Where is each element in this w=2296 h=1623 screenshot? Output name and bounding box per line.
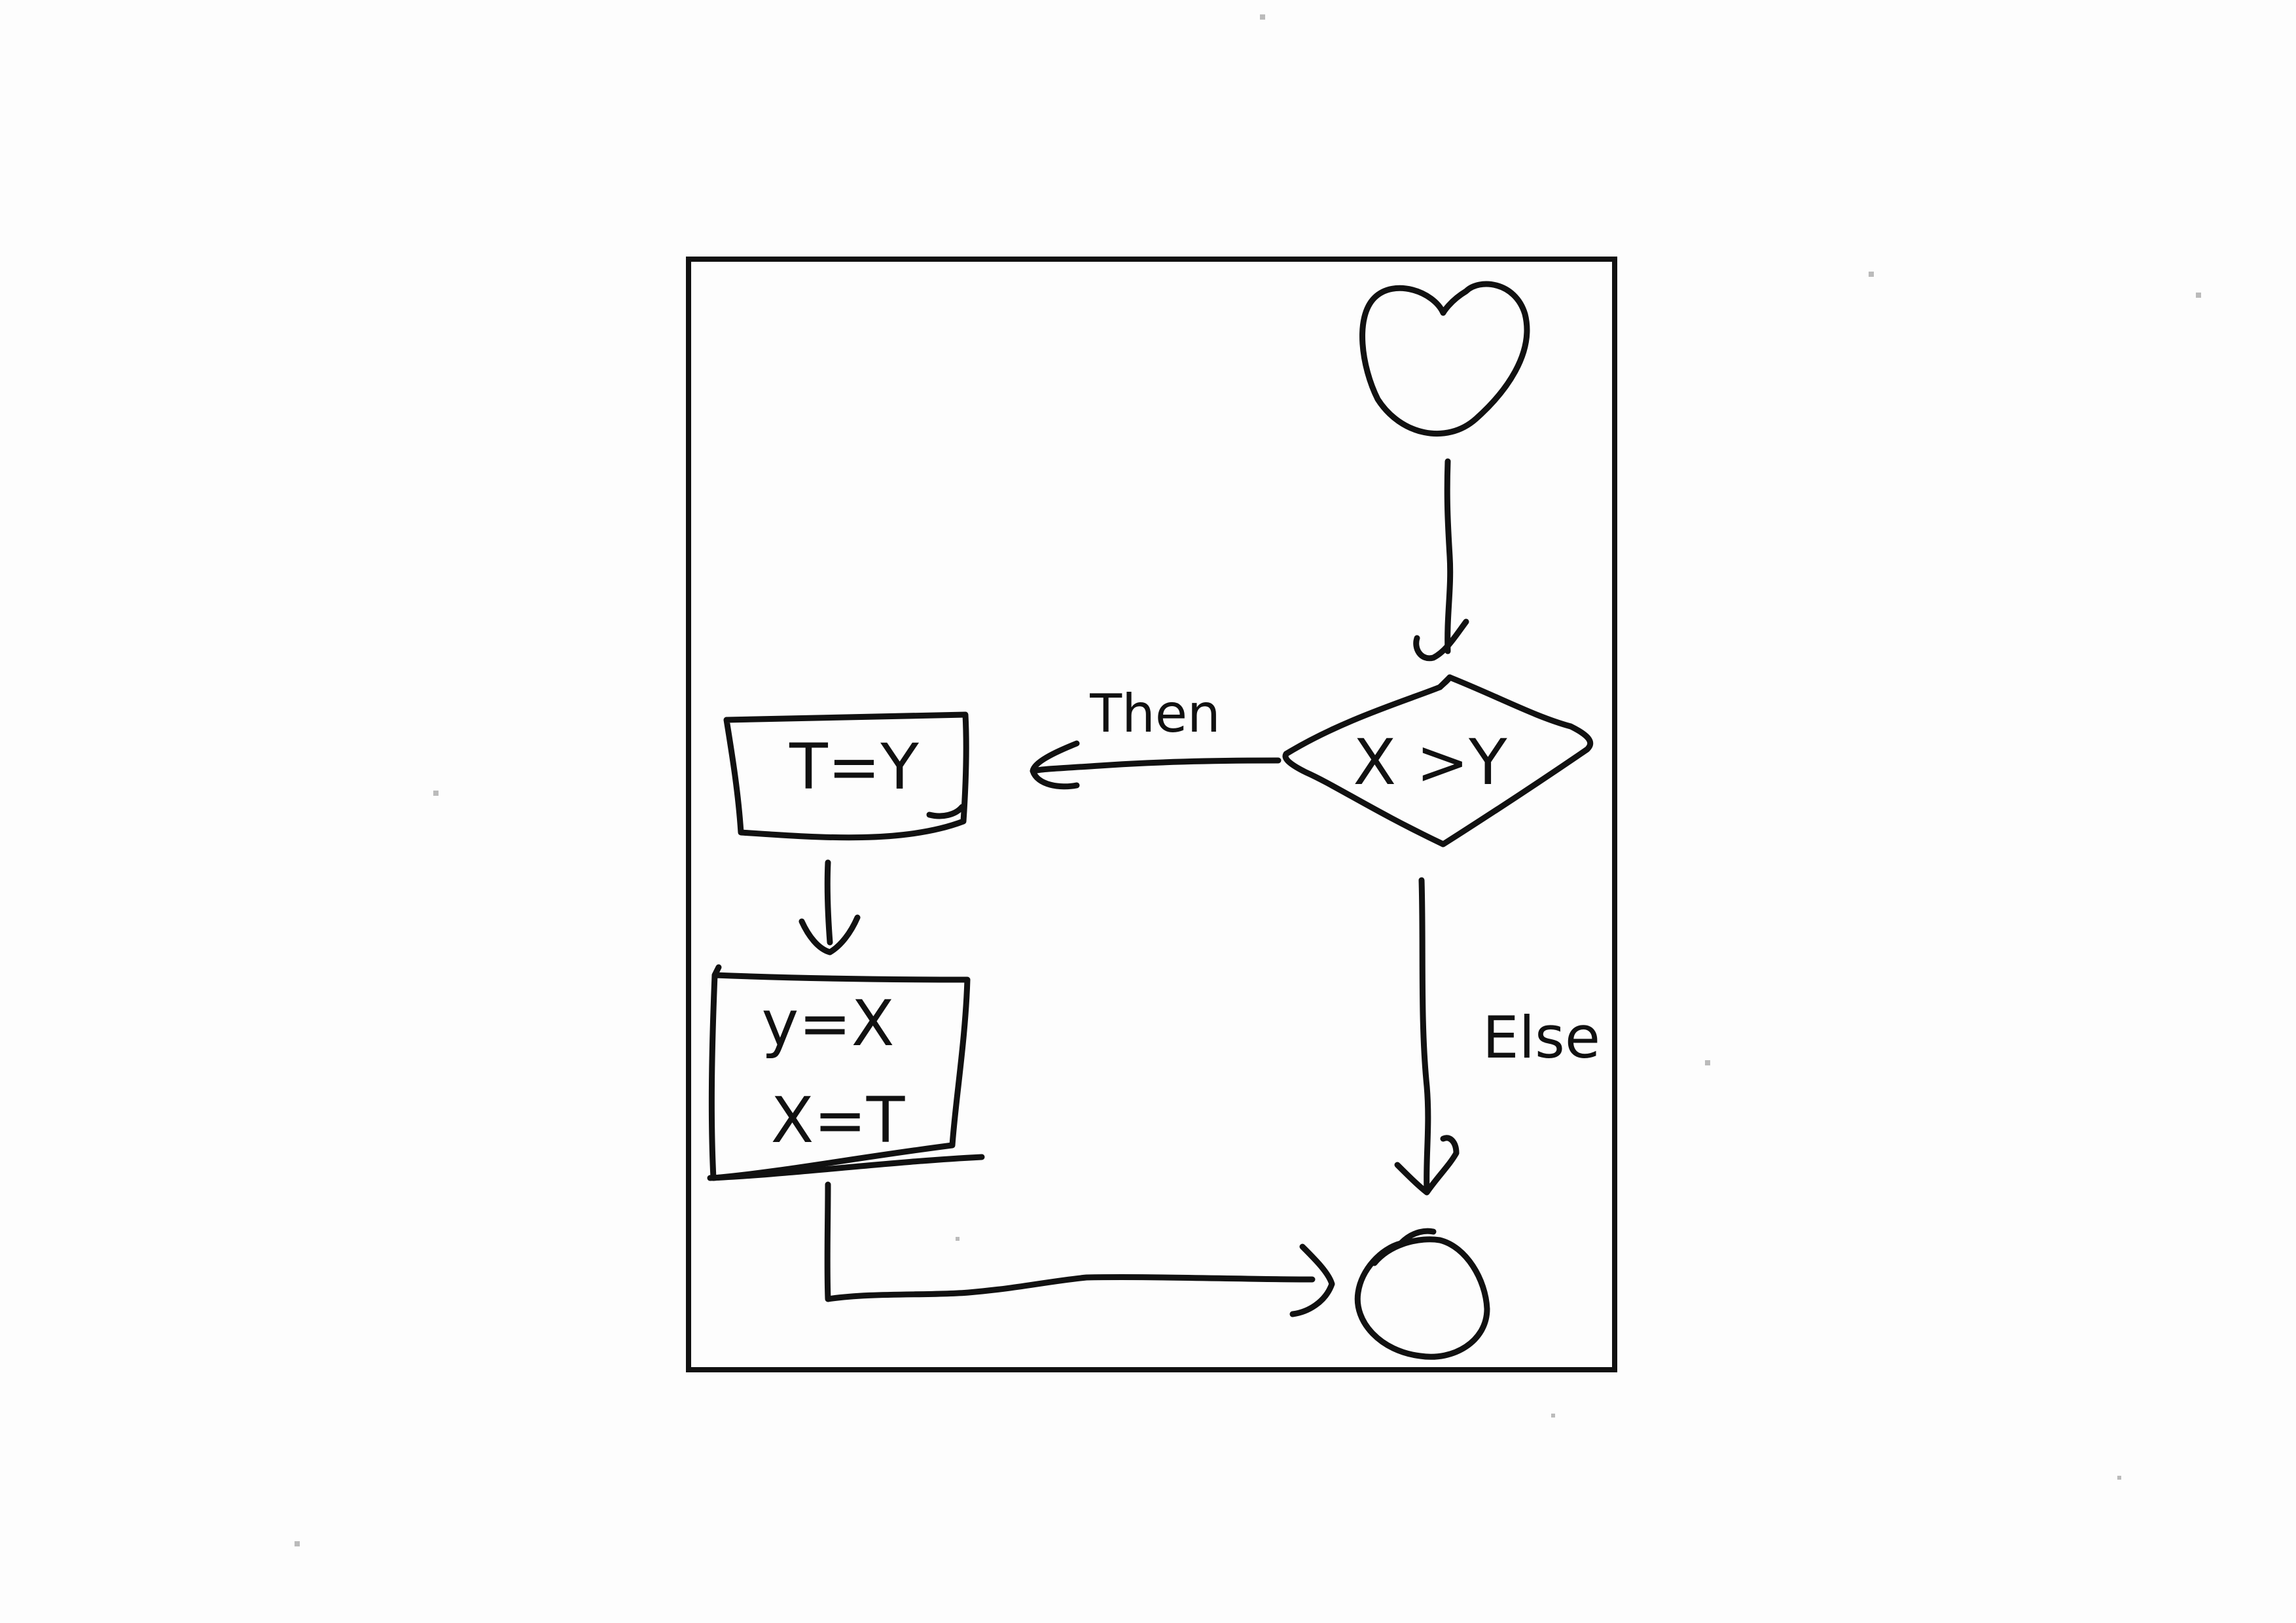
paper-specks xyxy=(295,14,2201,1546)
assign-yx-line-2: X=T xyxy=(771,1084,905,1157)
assign-yx-line-1: y=X xyxy=(761,987,894,1060)
edge-else-label: Else xyxy=(1482,1004,1600,1071)
edge-assign-t-to-assign-yx xyxy=(798,859,861,955)
assign-t-label: T=Y xyxy=(789,730,919,804)
decision-label: X >Y xyxy=(1353,726,1507,799)
edge-then: Then xyxy=(1030,683,1282,790)
decision-node: X >Y xyxy=(1282,674,1594,847)
edge-start-to-decision xyxy=(1413,458,1469,662)
edge-then-label: Then xyxy=(1089,683,1221,744)
assign-yx-node: y=X X=T xyxy=(707,964,985,1181)
edge-assign-yx-to-end xyxy=(824,1181,1335,1317)
diagram-frame xyxy=(686,257,1617,1372)
assign-t-node: T=Y xyxy=(723,711,969,841)
edge-else: Else xyxy=(1394,877,1600,1196)
end-node xyxy=(1354,1228,1490,1360)
start-node xyxy=(1359,281,1530,437)
